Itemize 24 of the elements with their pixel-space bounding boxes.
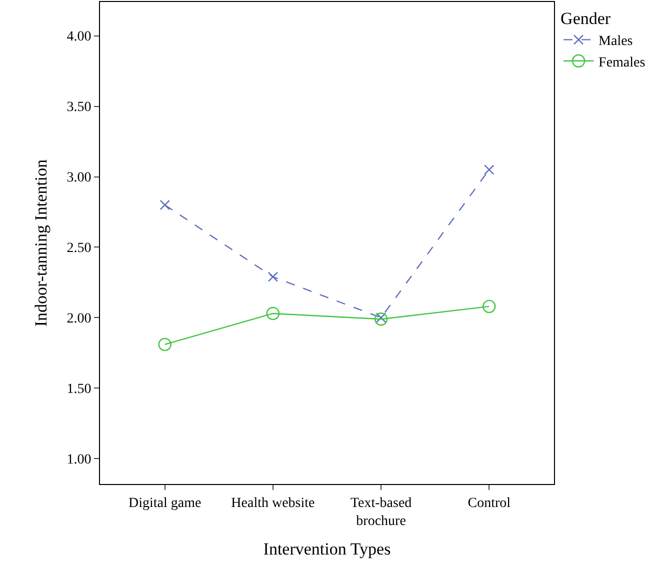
point: [374, 312, 388, 326]
y-tick-label: 3.00: [66, 170, 92, 186]
point: [266, 306, 280, 320]
point: [160, 200, 170, 210]
point: [484, 164, 494, 175]
y-tick-label: 2.50: [66, 241, 92, 256]
point: [376, 312, 386, 323]
x-axis-title: Intervention Types: [263, 539, 391, 558]
legend-label: Males: [598, 34, 633, 50]
legend-title: Gender: [560, 9, 611, 28]
y-axis-title: Indoor-tanning Intention: [31, 158, 50, 327]
point: [482, 300, 496, 314]
y-tick-label: 2.00: [66, 312, 92, 327]
y-tick-label: 1.00: [66, 452, 92, 468]
point: [268, 272, 278, 282]
x-tick-label: Text-based brochure: [350, 496, 412, 529]
x-tick-label: Digital game: [128, 496, 202, 511]
point: [158, 338, 172, 352]
y-tick-label: 3.50: [66, 100, 92, 116]
x-tick-label: Control: [468, 496, 511, 511]
x-tick-label: Health website: [231, 496, 315, 511]
y-tick-label: 1.50: [66, 382, 92, 398]
y-tick-label: 4.00: [66, 30, 92, 45]
legend-label: Females: [598, 55, 646, 70]
